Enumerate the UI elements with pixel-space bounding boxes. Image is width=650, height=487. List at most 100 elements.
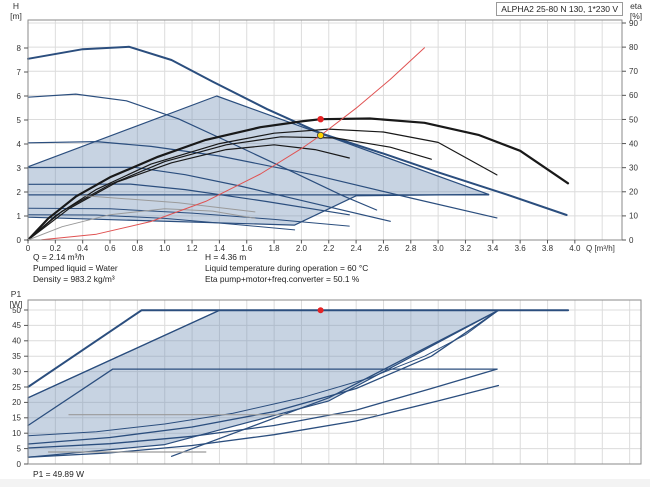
p1-axis-title-line1: P1: [10, 289, 22, 299]
q-axis-unit-label: Q [m³/h]: [586, 244, 615, 253]
reference-line-gray: [82, 195, 256, 213]
power-duty-point: [317, 307, 324, 314]
h-axis-title-line2: [m]: [10, 10, 22, 21]
power-curve-8: [27, 309, 499, 437]
svg-text:2.6: 2.6: [378, 244, 390, 253]
gridlines: [28, 20, 622, 240]
eta-curve-2: [27, 128, 498, 241]
svg-text:1.4: 1.4: [214, 244, 226, 253]
power-curve-6: [27, 384, 500, 458]
svg-text:30: 30: [12, 367, 21, 376]
annotation-column-right: H = 4.36 m Liquid temperature during ope…: [205, 252, 368, 284]
svg-text:3.6: 3.6: [515, 244, 527, 253]
svg-text:10: 10: [629, 212, 638, 221]
eta-curve-low-gray: [27, 208, 256, 241]
svg-text:8: 8: [17, 44, 22, 53]
svg-text:0: 0: [17, 460, 22, 469]
svg-text:20: 20: [12, 398, 21, 407]
annotation-head: H = 4.36 m: [205, 252, 247, 262]
svg-text:35: 35: [12, 352, 21, 361]
plot-border: [27, 19, 623, 241]
svg-text:0: 0: [17, 236, 22, 245]
svg-text:70: 70: [629, 67, 638, 76]
power-curve-4: [27, 309, 500, 445]
svg-text:45: 45: [12, 321, 21, 330]
annotation-efficiency: Eta pump+motor+freq.converter = 50.1 %: [205, 273, 360, 284]
duty-point: [316, 131, 325, 140]
system-curve-red: [41, 47, 425, 241]
svg-text:2.0: 2.0: [296, 244, 308, 253]
svg-text:20: 20: [629, 188, 638, 197]
svg-text:1.0: 1.0: [159, 244, 171, 253]
power-curve-max: [27, 309, 570, 388]
annotation-column-left: Q = 2.14 m³/h Pumped liquid = Water Dens…: [33, 252, 118, 284]
svg-text:4.0: 4.0: [569, 244, 581, 253]
svg-text:1.8: 1.8: [269, 244, 281, 253]
p1-axis-title-line2: [W]: [9, 298, 23, 309]
annotation-power: P1 = 49.89 W: [33, 469, 84, 479]
svg-text:10: 10: [12, 429, 21, 438]
power-curve-2: [27, 309, 221, 399]
eta-duty-point: [317, 116, 324, 123]
svg-text:2: 2: [17, 188, 22, 197]
svg-text:3.0: 3.0: [433, 244, 445, 253]
svg-text:5: 5: [17, 444, 22, 453]
svg-text:0.6: 0.6: [104, 244, 116, 253]
footer-strip: [0, 479, 650, 487]
pump-curve-2: [27, 93, 378, 211]
svg-text:40: 40: [629, 139, 638, 148]
p1-chart: 0 5 10 15 20 25 30 35 40 45 50: [12, 299, 642, 469]
svg-text:15: 15: [12, 414, 21, 423]
annotation-liquid: Pumped liquid = Water: [33, 262, 118, 273]
svg-text:4: 4: [17, 140, 22, 149]
eta-axis-title-line2: [%]: [629, 10, 643, 21]
svg-text:30: 30: [629, 163, 638, 172]
svg-text:40: 40: [12, 337, 21, 346]
svg-text:1: 1: [17, 212, 22, 221]
annotation-density: Density = 983.2 kg/m³: [33, 273, 115, 284]
svg-text:3.8: 3.8: [542, 244, 554, 253]
pump-curve-min-speed: [27, 214, 296, 231]
svg-text:2.2: 2.2: [323, 244, 335, 253]
eta-curve-max: [26, 117, 570, 242]
pump-curve-6: [27, 207, 350, 227]
power-curve-5: [27, 368, 498, 449]
svg-text:3.4: 3.4: [487, 244, 499, 253]
svg-text:90: 90: [629, 19, 638, 28]
svg-text:5: 5: [17, 116, 22, 125]
svg-text:0.8: 0.8: [132, 244, 144, 253]
svg-text:1.2: 1.2: [186, 244, 198, 253]
h-axis-title: H [m]: [4, 1, 28, 21]
axis-tick-labels: 0 5 10 15 20 25 30 35 40 45 50: [12, 306, 28, 469]
power-curve-7: [170, 309, 500, 457]
svg-text:3.2: 3.2: [460, 244, 472, 253]
svg-text:0.4: 0.4: [77, 244, 89, 253]
pump-model-label: ALPHA2 25-80 N 130, 1*230 V: [496, 2, 623, 16]
svg-text:1.6: 1.6: [241, 244, 253, 253]
svg-text:2.8: 2.8: [405, 244, 417, 253]
eta-curve-4: [27, 144, 350, 241]
svg-text:7: 7: [17, 68, 22, 77]
operating-range-region: [27, 95, 490, 226]
pump-curve-3: [27, 141, 498, 219]
svg-text:50: 50: [12, 306, 21, 315]
annotation-flow: Q = 2.14 m³/h: [33, 252, 85, 262]
svg-text:80: 80: [629, 43, 638, 52]
pump-curve-max-speed: [27, 45, 568, 216]
svg-text:2.4: 2.4: [351, 244, 363, 253]
annotation-temperature: Liquid temperature during operation = 60…: [205, 262, 369, 273]
eta-axis-title-line1: eta: [630, 1, 642, 11]
svg-text:6: 6: [17, 92, 22, 101]
pump-curve-4: [27, 166, 391, 222]
power-curve-speed2: [27, 368, 498, 427]
svg-text:0.2: 0.2: [50, 244, 62, 253]
svg-text:50: 50: [629, 115, 638, 124]
svg-text:0: 0: [26, 244, 31, 253]
plot-border: [27, 299, 642, 465]
eta-axis-title: eta [%]: [624, 1, 648, 21]
p1-axis-title: P1 [W]: [4, 289, 28, 309]
